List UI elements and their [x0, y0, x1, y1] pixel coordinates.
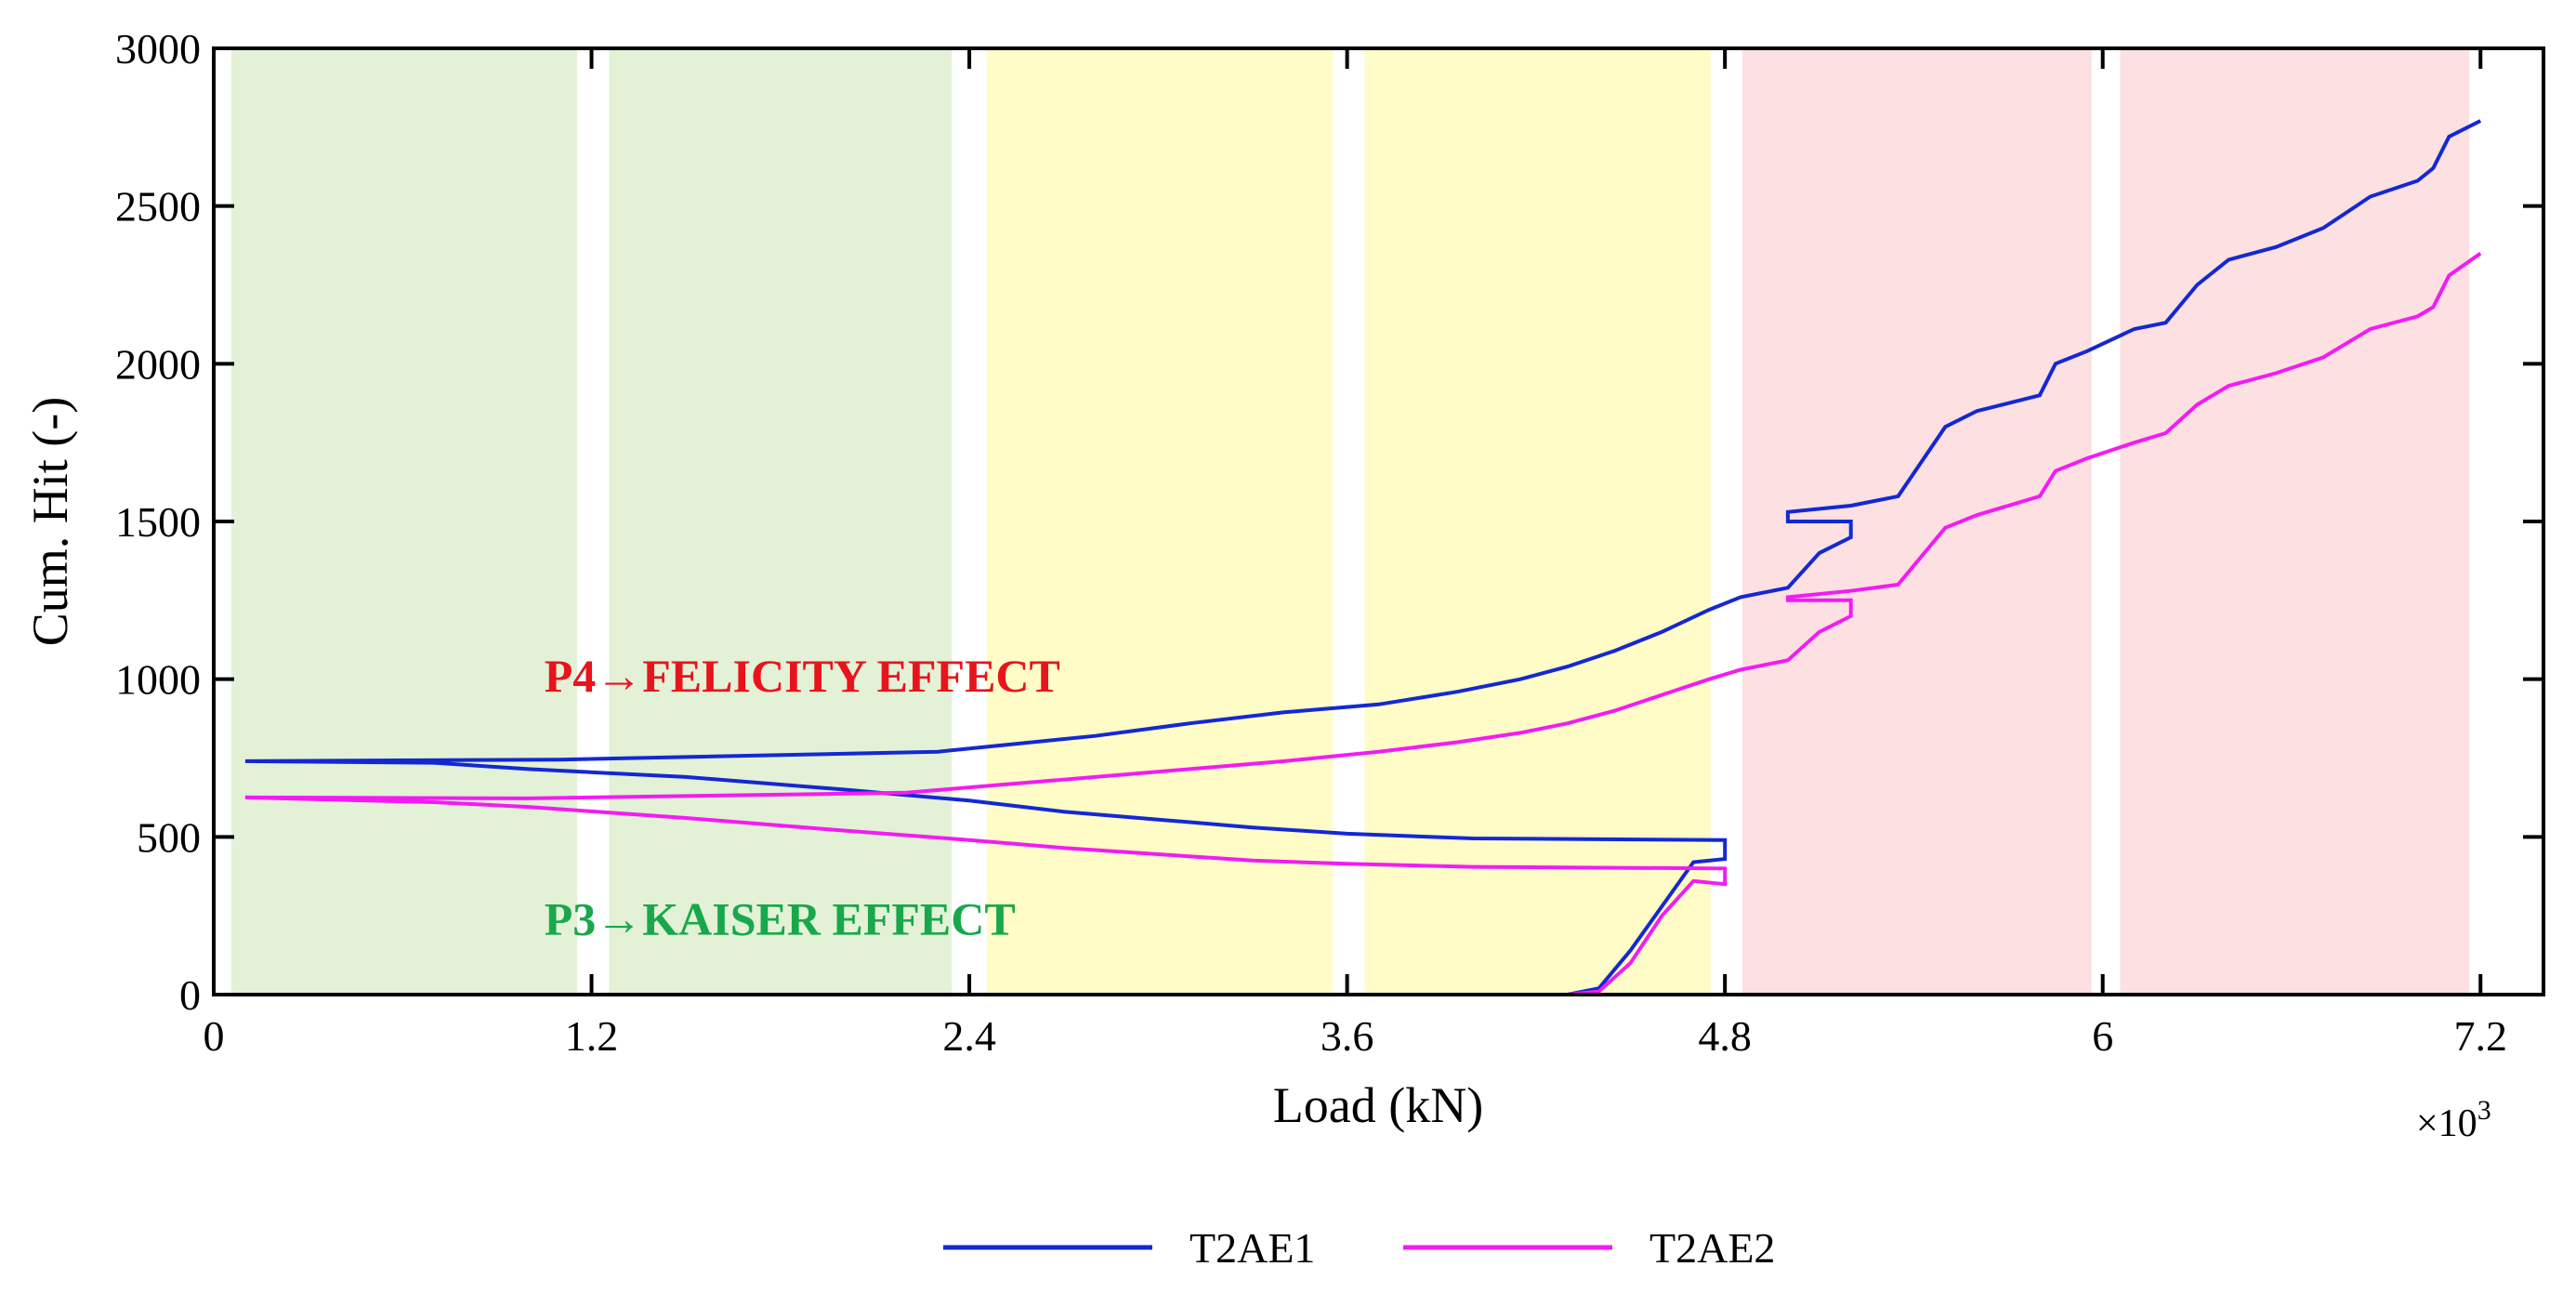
axis-ticks — [212, 46, 2543, 996]
shaded-region-3 — [986, 46, 1334, 996]
x-axis-multiplier: ×103 — [2416, 1095, 2491, 1145]
tick-labels: 0 1.2 2.4 3.6 4.8 6 7.2 0 500 1000 1500 2000 2500 300… — [115, 25, 2507, 1060]
y-tick-label: 3000 — [115, 25, 201, 73]
legend: T2AE1 T2AE2 — [943, 1224, 1775, 1272]
y-tick-label: 2500 — [115, 183, 201, 231]
shaded-region-4 — [1364, 46, 1711, 996]
legend-label-t2ae1: T2AE1 — [1189, 1224, 1315, 1272]
y-tick-label: 2000 — [115, 340, 201, 388]
x-tick-label: 2.4 — [942, 1012, 996, 1060]
legend-label-t2ae2: T2AE2 — [1649, 1224, 1775, 1272]
x-tick-label: 7.2 — [2453, 1012, 2507, 1060]
y-tick-label: 1000 — [115, 656, 201, 704]
annotation-kaiser-effect: P3→KAISER EFFECT — [545, 893, 1016, 945]
shaded-region-1 — [230, 46, 578, 996]
x-tick-label: 0 — [204, 1012, 225, 1060]
x-axis-multiplier-base: ×10 — [2416, 1102, 2477, 1145]
shaded-region-6 — [2120, 46, 2470, 996]
series-line-t2ae1 — [244, 119, 2482, 996]
shaded-regions — [230, 46, 2470, 996]
x-tick-label: 1.2 — [565, 1012, 619, 1060]
annotations: P4→FELICITY EFFECT P3→KAISER EFFECT — [545, 650, 1060, 944]
annotation-felicity-effect: P4→FELICITY EFFECT — [545, 650, 1060, 702]
series-line-t2ae2 — [244, 251, 2482, 996]
x-axis-multiplier-exponent: 3 — [2477, 1095, 2491, 1126]
x-axis-title: Load (kN) — [1273, 1077, 1483, 1133]
x-tick-label: 6 — [2092, 1012, 2113, 1060]
plot-series — [244, 119, 2482, 996]
shaded-region-2 — [609, 46, 953, 996]
x-tick-label: 3.6 — [1321, 1012, 1374, 1060]
y-axis-title: Cum. Hit (-) — [22, 397, 78, 646]
x-tick-label: 4.8 — [1698, 1012, 1752, 1060]
y-tick-label: 0 — [179, 971, 201, 1019]
y-tick-label: 1500 — [115, 498, 201, 546]
y-tick-label: 500 — [137, 813, 201, 861]
